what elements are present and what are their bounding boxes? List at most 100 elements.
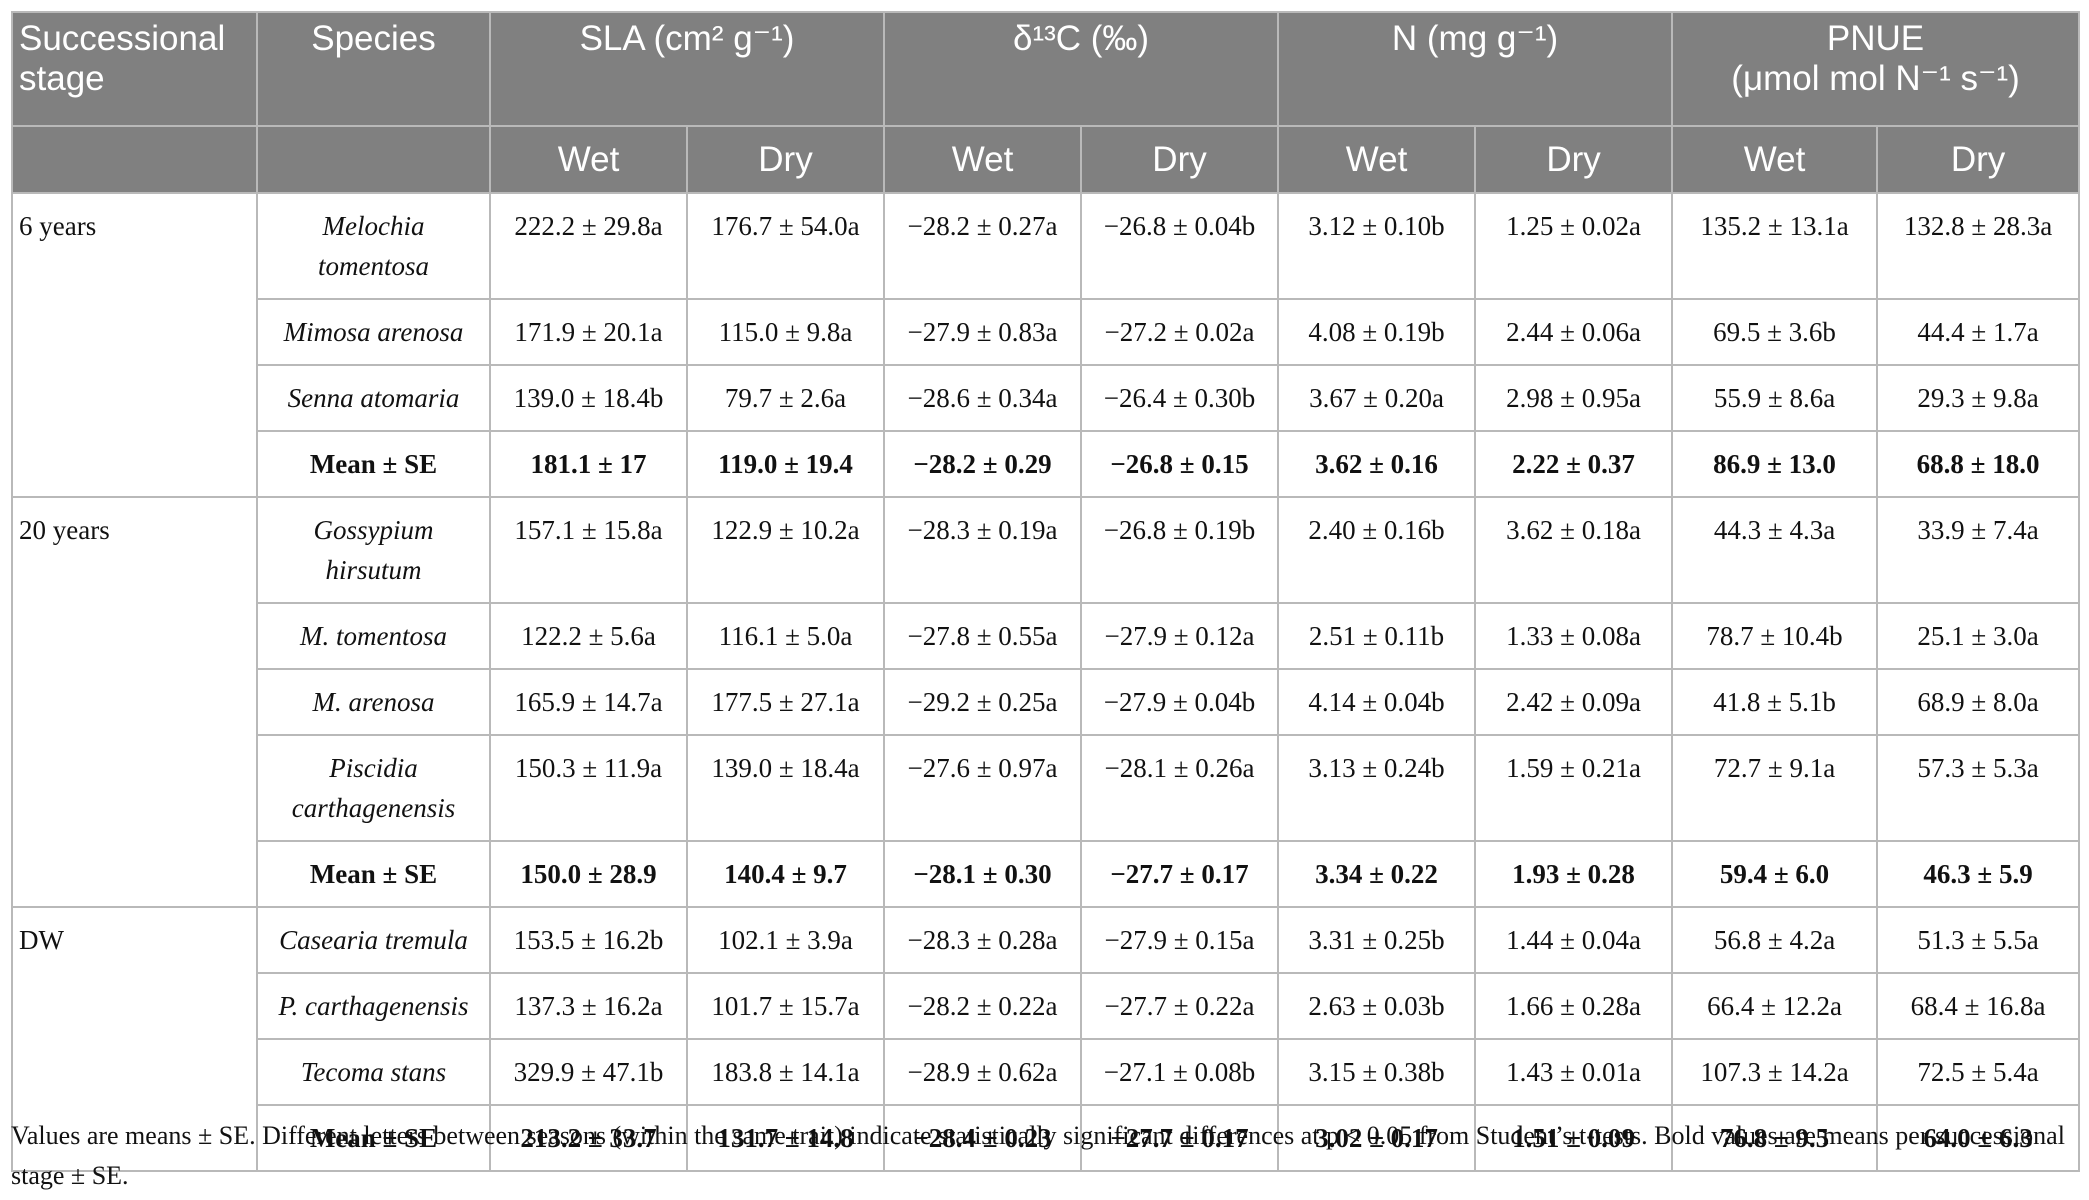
species-cell: M. tomentosa bbox=[256, 602, 491, 670]
header-pnue-label: PNUE bbox=[1826, 19, 1925, 58]
value-cell: 101.7 ± 15.7a bbox=[685, 972, 886, 1040]
value-cell: 1.66 ± 0.28a bbox=[1474, 972, 1674, 1040]
table-row: Piscidia carthagenensis 150.3 ± 11.9a 139.0… bbox=[12, 734, 2081, 842]
table-row: M. tomentosa 122.2 ± 5.6a 116.1 ± 5.0a −27.… bbox=[12, 602, 2081, 670]
table-row: M. arenosa 165.9 ± 14.7a 177.5 ± 27.1a −29.… bbox=[12, 668, 2081, 736]
value-cell: 41.8 ± 5.1b bbox=[1671, 668, 1879, 736]
value-cell: −27.9 ± 0.04b bbox=[1080, 668, 1280, 736]
value-cell: 157.1 ± 15.8a bbox=[489, 496, 688, 604]
value-cell: 66.4 ± 12.2a bbox=[1671, 972, 1879, 1040]
value-cell: 2.42 ± 0.09a bbox=[1474, 668, 1674, 736]
value-cell: −28.1 ± 0.26a bbox=[1080, 734, 1280, 842]
mean-value-cell: 86.9 ± 13.0 bbox=[1671, 430, 1879, 498]
value-cell: 139.0 ± 18.4a bbox=[685, 734, 886, 842]
mean-value-cell: 150.0 ± 28.9 bbox=[489, 840, 688, 908]
value-cell: 2.40 ± 0.16b bbox=[1277, 496, 1477, 604]
value-cell: 176.7 ± 54.0a bbox=[685, 192, 886, 300]
table-row: P. carthagenensis 137.3 ± 16.2a 101.7 ± 15… bbox=[12, 972, 2081, 1040]
table-container: Successional stage Species SLA (cm² g⁻¹)… bbox=[11, 11, 2081, 1172]
table-row: Mimosa arenosa 171.9 ± 20.1a 115.0 ± 9.8a −… bbox=[12, 298, 2081, 366]
header-n: N (mg g⁻¹) bbox=[1277, 11, 1674, 127]
species-name-line: Casearia tremula bbox=[279, 925, 468, 955]
value-cell: 68.9 ± 8.0a bbox=[1876, 668, 2081, 736]
value-cell: 2.51 ± 0.11b bbox=[1277, 602, 1477, 670]
mean-value-cell: 131.7 ± 14.8 bbox=[685, 1104, 886, 1172]
mean-label: Mean ± SE bbox=[256, 430, 491, 498]
value-cell: 72.5 ± 5.4a bbox=[1876, 1038, 2081, 1106]
value-cell: 329.9 ± 47.1b bbox=[489, 1038, 688, 1106]
table-row: DW Casearia tremula 153.5 ± 16.2b 102.1 ± 3… bbox=[11, 906, 2081, 1172]
value-cell: 153.5 ± 16.2b bbox=[489, 906, 688, 974]
species-cell: Senna atomaria bbox=[256, 364, 491, 432]
stage-label: DW bbox=[11, 906, 258, 1172]
mean-row: Mean ± SE 213.2 ± 33.7 131.7 ± 14.8 −28.4 ±… bbox=[12, 1104, 2081, 1172]
mean-value-cell: 181.1 ± 17 bbox=[489, 430, 688, 498]
value-cell: −28.2 ± 0.22a bbox=[883, 972, 1083, 1040]
value-cell: 78.7 ± 10.4b bbox=[1671, 602, 1879, 670]
mean-label: Mean ± SE bbox=[256, 840, 491, 908]
value-cell: 139.0 ± 18.4b bbox=[489, 364, 688, 432]
value-cell: −27.1 ± 0.08b bbox=[1080, 1038, 1280, 1106]
value-cell: 44.4 ± 1.7a bbox=[1876, 298, 2081, 366]
value-cell: 68.4 ± 16.8a bbox=[1876, 972, 2081, 1040]
mean-value-cell: −28.4 ± 0.23 bbox=[883, 1104, 1083, 1172]
value-cell: 56.8 ± 4.2a bbox=[1671, 906, 1879, 974]
table-row: Senna atomaria 139.0 ± 18.4b 79.7 ± 2.6a −2… bbox=[12, 364, 2081, 432]
stage-label: 6 years bbox=[11, 192, 258, 498]
mean-value-cell: −28.1 ± 0.30 bbox=[883, 840, 1083, 908]
value-cell: 3.62 ± 0.18a bbox=[1474, 496, 1674, 604]
value-cell: 122.9 ± 10.2a bbox=[685, 496, 886, 604]
species-cell: Melochia tomentosa bbox=[256, 192, 491, 300]
value-cell: 4.14 ± 0.04b bbox=[1277, 668, 1477, 736]
value-cell: 1.59 ± 0.21a bbox=[1474, 734, 1674, 842]
table-row: 20 years Gossypium hirsutum 157.1 ± 15.8a 12… bbox=[11, 496, 2081, 908]
species-cell: Tecoma stans bbox=[256, 1038, 491, 1106]
value-cell: 102.1 ± 3.9a bbox=[685, 906, 886, 974]
species-cell: P. carthagenensis bbox=[256, 972, 491, 1040]
header-d13c: δ¹³C (‰) bbox=[883, 11, 1280, 127]
species-name-line: Piscidia bbox=[329, 753, 418, 783]
table-body: 6 years Melochia tomentosa 222.2 ± 29.8a 176… bbox=[11, 192, 2081, 1172]
value-cell: −29.2 ± 0.25a bbox=[883, 668, 1083, 736]
mean-value-cell: 59.4 ± 6.0 bbox=[1671, 840, 1879, 908]
species-cell: Piscidia carthagenensis bbox=[256, 734, 491, 842]
mean-value-cell: 3.62 ± 0.16 bbox=[1277, 430, 1477, 498]
value-cell: −28.6 ± 0.34a bbox=[883, 364, 1083, 432]
species-name-line: P. carthagenensis bbox=[278, 991, 469, 1021]
mean-value-cell: −27.7 ± 0.17 bbox=[1080, 840, 1280, 908]
value-cell: 222.2 ± 29.8a bbox=[489, 192, 688, 300]
header-n-wet: Wet bbox=[1277, 125, 1477, 194]
value-cell: 2.98 ± 0.95a bbox=[1474, 364, 1674, 432]
value-cell: −28.2 ± 0.27a bbox=[883, 192, 1083, 300]
value-cell: −27.8 ± 0.55a bbox=[883, 602, 1083, 670]
value-cell: 3.12 ± 0.10b bbox=[1277, 192, 1477, 300]
header-species: Species bbox=[256, 11, 491, 127]
mean-value-cell: 3.02 ± 0.17 bbox=[1277, 1104, 1477, 1172]
value-cell: 150.3 ± 11.9a bbox=[489, 734, 688, 842]
value-cell: 132.8 ± 28.3a bbox=[1876, 192, 2081, 300]
data-table: Successional stage Species SLA (cm² g⁻¹)… bbox=[11, 11, 2081, 1172]
value-cell: 165.9 ± 14.7a bbox=[489, 668, 688, 736]
mean-value-cell: −26.8 ± 0.15 bbox=[1080, 430, 1280, 498]
species-name-line: hirsutum bbox=[325, 555, 422, 585]
mean-value-cell: 68.8 ± 18.0 bbox=[1876, 430, 2081, 498]
value-cell: −28.3 ± 0.28a bbox=[883, 906, 1083, 974]
mean-value-cell: 64.0 ± 6.3 bbox=[1876, 1104, 2081, 1172]
mean-label: Mean ± SE bbox=[256, 1104, 491, 1172]
value-cell: −28.9 ± 0.62a bbox=[883, 1038, 1083, 1106]
header-successional-stage: Successional stage bbox=[11, 11, 258, 127]
header-sla: SLA (cm² g⁻¹) bbox=[488, 11, 886, 127]
value-cell: 177.5 ± 27.1a bbox=[685, 668, 886, 736]
value-cell: 1.43 ± 0.01a bbox=[1474, 1038, 1674, 1106]
value-cell: 137.3 ± 16.2a bbox=[489, 972, 688, 1040]
mean-value-cell: 213.2 ± 33.7 bbox=[489, 1104, 688, 1172]
species-cell: Gossypium hirsutum bbox=[256, 496, 491, 604]
value-cell: 1.25 ± 0.02a bbox=[1474, 192, 1674, 300]
mean-row: Mean ± SE 181.1 ± 17 119.0 ± 19.4 −28.2 ± 0… bbox=[12, 430, 2081, 498]
value-cell: −27.9 ± 0.83a bbox=[883, 298, 1083, 366]
mean-value-cell: 1.93 ± 0.28 bbox=[1474, 840, 1674, 908]
species-cell: M. arenosa bbox=[256, 668, 491, 736]
value-cell: 171.9 ± 20.1a bbox=[489, 298, 688, 366]
species-cell: Casearia tremula bbox=[256, 906, 491, 974]
mean-value-cell: 119.0 ± 19.4 bbox=[685, 430, 886, 498]
